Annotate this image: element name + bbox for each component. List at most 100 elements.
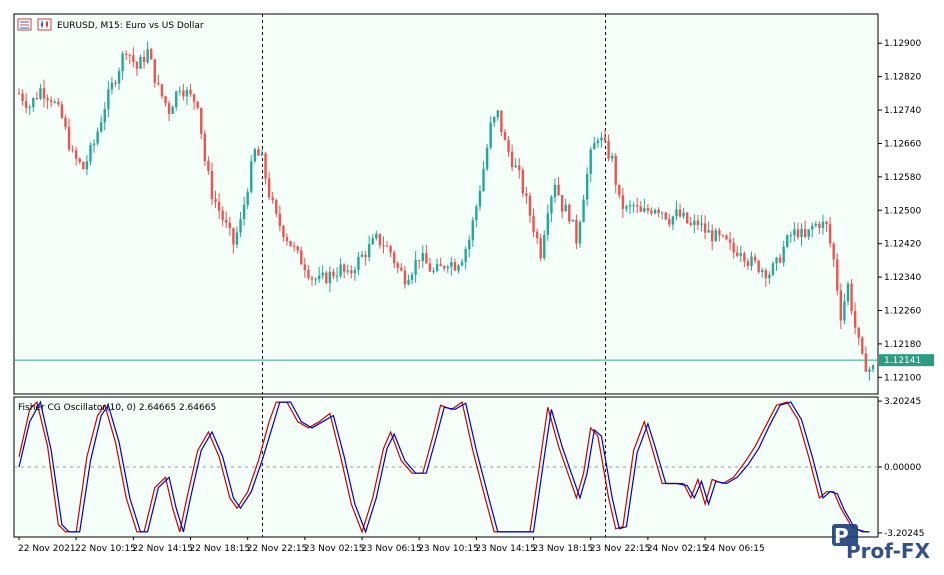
candle xyxy=(275,198,278,217)
candle xyxy=(371,234,374,245)
candle xyxy=(475,204,478,228)
candle xyxy=(668,213,671,228)
candle xyxy=(146,41,149,65)
candle xyxy=(721,234,725,238)
candle xyxy=(350,265,353,279)
candle xyxy=(746,258,750,270)
candle xyxy=(743,251,746,268)
candle xyxy=(332,268,335,280)
candle xyxy=(521,167,525,197)
candle xyxy=(107,80,110,118)
candle xyxy=(410,271,414,285)
candle xyxy=(600,132,603,148)
candle xyxy=(92,139,96,153)
price-axis: 1.12900 1.12820 1.12740 1.12660 1.12580 1.125… xyxy=(878,39,934,383)
oscillator-lines xyxy=(18,400,870,534)
candle xyxy=(53,99,56,104)
candle xyxy=(253,147,257,164)
candle xyxy=(811,222,814,238)
candle xyxy=(232,227,235,254)
candle xyxy=(621,187,625,218)
candle xyxy=(364,251,367,266)
candle xyxy=(682,207,685,219)
candle xyxy=(700,214,703,232)
price-tick-label: 1.12820 xyxy=(884,73,921,83)
candle xyxy=(418,259,421,269)
candle xyxy=(539,234,542,262)
candle xyxy=(635,197,639,214)
candle xyxy=(35,91,39,101)
candle xyxy=(207,156,210,175)
price-tick-label: 1.12900 xyxy=(884,39,921,49)
candle xyxy=(728,231,732,251)
candle xyxy=(260,148,264,156)
candle xyxy=(296,245,299,255)
candle xyxy=(317,266,321,283)
candle xyxy=(782,240,785,267)
candle xyxy=(468,235,471,258)
candle xyxy=(139,54,142,69)
candle xyxy=(589,146,592,182)
candle xyxy=(64,114,67,131)
candle xyxy=(514,158,517,168)
candle xyxy=(750,251,753,271)
candle xyxy=(285,233,289,246)
candle xyxy=(300,246,303,265)
candle xyxy=(789,231,793,243)
candle xyxy=(132,47,135,68)
chart-menu-icon[interactable] xyxy=(17,18,32,31)
candle xyxy=(367,235,371,262)
candle xyxy=(714,227,717,242)
indicator-plot-area[interactable] xyxy=(13,396,879,538)
watermark-logo: P Prof-FX xyxy=(832,524,931,563)
candle xyxy=(450,257,453,276)
candle xyxy=(428,257,432,273)
time-tick-label: 22 Nov 22:15 xyxy=(247,544,308,554)
candle xyxy=(392,250,396,268)
candle xyxy=(175,90,178,111)
candle xyxy=(653,208,657,215)
candle xyxy=(736,245,739,258)
time-tick-label: 23 Nov 02:15 xyxy=(304,544,365,554)
candle xyxy=(482,161,485,192)
chart-title: EURUSD, M15: Euro vs US Dollar xyxy=(57,21,204,31)
candle xyxy=(210,162,214,206)
candle xyxy=(67,118,71,152)
candle xyxy=(178,86,181,96)
candle xyxy=(114,79,117,87)
time-tick-label: 23 Nov 18:15 xyxy=(533,544,594,554)
time-tick-label: 24 Nov 02:15 xyxy=(647,544,708,554)
price-tick-label: 1.12420 xyxy=(884,240,921,250)
candle xyxy=(464,246,467,270)
candles-type-icon[interactable] xyxy=(37,18,52,31)
candle xyxy=(96,127,99,146)
candle xyxy=(82,161,85,170)
candle xyxy=(528,192,532,223)
candle xyxy=(510,144,514,172)
indicator-title: Fisher CG Oscillator(10, 0) 2.64665 2.64… xyxy=(18,403,216,413)
price-plot-area[interactable] xyxy=(13,13,879,395)
candle xyxy=(821,214,825,235)
time-tick-label: 22 Nov 10:15 xyxy=(75,544,136,554)
candle xyxy=(832,241,835,268)
candle xyxy=(868,366,871,381)
candle xyxy=(596,137,600,148)
candle xyxy=(310,275,314,287)
time-tick-label: 23 Nov 10:15 xyxy=(418,544,479,554)
candle xyxy=(150,47,153,60)
candle xyxy=(378,233,382,249)
candle xyxy=(382,236,385,254)
price-tick-label: 1.12180 xyxy=(884,340,921,350)
candle xyxy=(732,237,735,259)
candle xyxy=(89,142,92,166)
candle xyxy=(689,217,692,227)
candle xyxy=(314,277,317,286)
candle xyxy=(453,258,457,272)
candle xyxy=(203,130,207,166)
candle xyxy=(493,116,496,127)
svg-text:Prof-FX: Prof-FX xyxy=(846,539,931,563)
candle xyxy=(57,97,60,107)
candles-layer xyxy=(17,41,875,381)
